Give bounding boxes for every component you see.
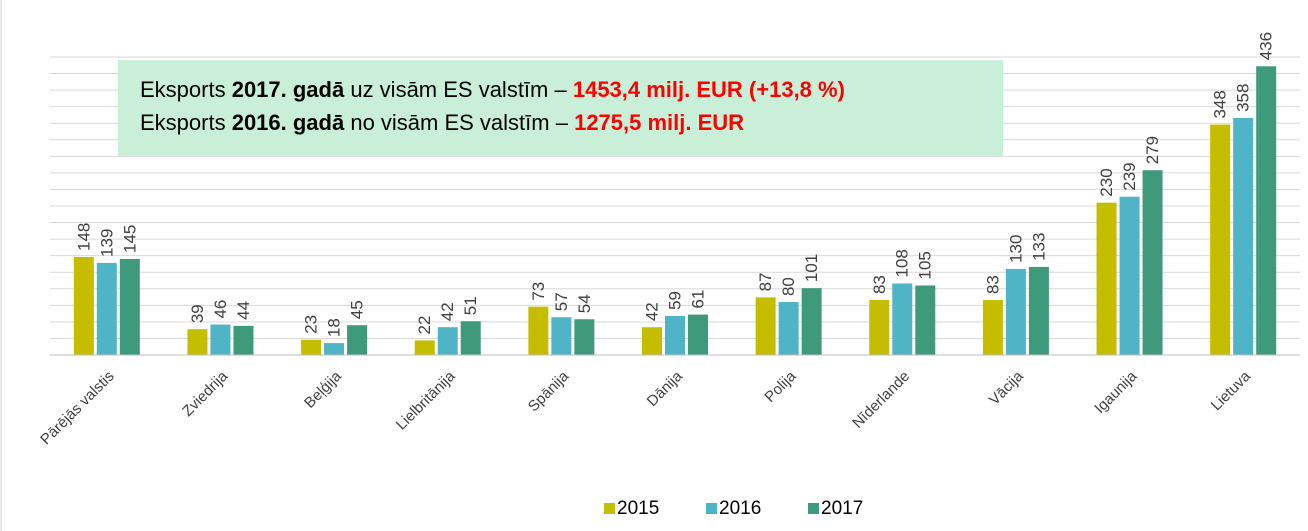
data-label: 139	[97, 229, 116, 257]
bar	[688, 314, 708, 355]
bar	[551, 317, 572, 355]
data-label: 42	[642, 302, 661, 321]
legend-swatch	[808, 503, 819, 514]
bar	[574, 319, 595, 355]
bar	[778, 302, 799, 355]
x-tick-label: Polija	[762, 367, 800, 405]
bar	[96, 262, 117, 355]
bar	[982, 300, 1003, 355]
data-label: 105	[916, 251, 935, 279]
legend-label: 2017	[821, 498, 863, 519]
x-tick-label: Igaunija	[1091, 367, 1141, 417]
bar	[1210, 124, 1231, 356]
x-tick-label: Lielbritānija	[393, 367, 459, 433]
data-label: 130	[1006, 235, 1025, 263]
data-label: 51	[461, 296, 480, 315]
data-label: 133	[1029, 233, 1048, 261]
data-label: 46	[211, 300, 230, 319]
bar	[528, 306, 549, 355]
x-tick-label: Lietuva	[1208, 367, 1255, 414]
x-tick-label: Vācija	[986, 367, 1027, 408]
annotation-text: Eksports	[140, 77, 232, 102]
bar	[233, 325, 254, 355]
bar	[801, 288, 822, 355]
data-label: 44	[234, 301, 253, 320]
bar	[755, 297, 776, 355]
data-label: 39	[188, 304, 207, 323]
bar	[187, 329, 208, 355]
data-label: 57	[552, 292, 571, 311]
data-label: 230	[1097, 168, 1116, 196]
annotation-text: 1275,5 milj. EUR	[574, 110, 744, 135]
annotation-text: 2017. gadā	[232, 77, 345, 102]
data-label: 23	[302, 315, 321, 334]
data-label: 145	[120, 225, 139, 253]
data-label: 59	[665, 291, 684, 310]
x-tick-label: Dānija	[644, 367, 687, 410]
data-label: 42	[438, 302, 457, 321]
data-label: 61	[688, 290, 707, 309]
legend-label: 2016	[719, 498, 761, 519]
data-label: 436	[1257, 32, 1276, 60]
data-label: 45	[348, 300, 367, 319]
data-label: 87	[756, 272, 775, 291]
data-label: 54	[575, 294, 594, 313]
x-tick-label: Pārējās valstis	[37, 368, 117, 448]
data-label: 279	[1143, 136, 1162, 164]
bar	[437, 327, 458, 355]
annotation-text: Eksports	[140, 110, 232, 135]
annotation-line: Eksports 2016. gadā no visām ES valstīm …	[140, 110, 744, 135]
x-tick-label: Spānija	[525, 367, 573, 415]
bar	[301, 339, 322, 355]
bar	[1256, 66, 1277, 355]
bar	[1119, 196, 1140, 355]
bar	[1142, 170, 1163, 355]
bar	[1028, 266, 1049, 355]
annotation-text: uz visām ES valstīm –	[344, 77, 573, 102]
data-label: 80	[779, 277, 798, 296]
data-label: 101	[802, 254, 821, 282]
bar	[119, 258, 140, 355]
data-label: 83	[983, 275, 1002, 294]
bar	[347, 325, 368, 355]
annotation-box	[118, 60, 1003, 156]
x-tick-label: Beļģija	[301, 367, 345, 411]
bar	[642, 327, 662, 355]
bar	[915, 285, 936, 355]
bar	[892, 283, 913, 355]
bar	[460, 321, 481, 355]
legend-label: 2015	[617, 498, 659, 519]
legend-swatch	[604, 503, 615, 514]
annotation-text: 1453,4 milj. EUR (+13,8 %)	[573, 77, 845, 102]
bar	[1233, 117, 1254, 356]
bar	[1005, 268, 1026, 355]
x-tick-label: Nīderlande	[849, 368, 913, 432]
annotation-line: Eksports 2017. gadā uz visām ES valstīm …	[140, 77, 845, 102]
data-label: 239	[1120, 162, 1139, 190]
bar	[324, 343, 345, 355]
bar	[414, 340, 435, 355]
data-label: 18	[325, 318, 344, 337]
data-label: 22	[415, 316, 434, 335]
data-label: 358	[1234, 84, 1253, 112]
data-label: 83	[870, 275, 889, 294]
bar	[665, 315, 685, 355]
data-label: 348	[1211, 90, 1230, 118]
annotation-text: no visām ES valstīm –	[344, 110, 574, 135]
annotation-text: 2016. gadā	[232, 110, 345, 135]
bar	[1096, 202, 1117, 355]
data-label: 148	[74, 223, 93, 251]
bar	[869, 300, 890, 355]
bar	[73, 256, 94, 355]
x-tick-label: Zviedrija	[179, 367, 232, 420]
data-label: 73	[529, 282, 548, 301]
data-label: 108	[893, 249, 912, 277]
legend-swatch	[706, 503, 717, 514]
bar	[210, 324, 231, 355]
